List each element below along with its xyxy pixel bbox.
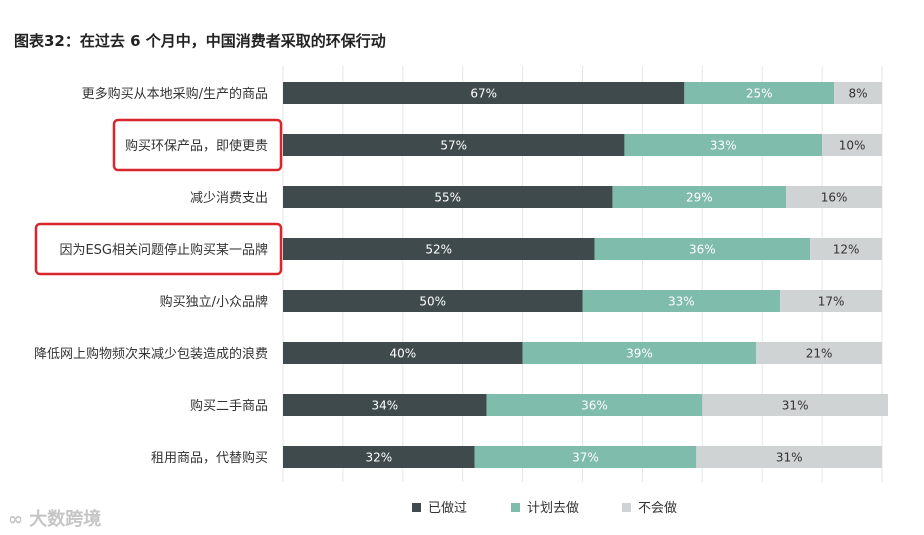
bar-segment bbox=[283, 342, 523, 364]
bar-segment bbox=[822, 134, 882, 156]
bar-segment bbox=[283, 446, 475, 468]
data-label: 37% bbox=[572, 451, 599, 465]
data-label: 34% bbox=[371, 399, 398, 413]
highlight-box bbox=[34, 222, 283, 276]
data-label: 67% bbox=[470, 87, 497, 101]
bar-row: 34% 36% 31% bbox=[283, 394, 888, 416]
bar-row: 55% 29% 16% bbox=[283, 186, 882, 208]
bar-segment bbox=[834, 82, 882, 104]
data-label: 32% bbox=[366, 451, 393, 465]
data-label: 17% bbox=[818, 295, 845, 309]
category-label: 降低网上购物频次来减少包装造成的浪费 bbox=[34, 346, 268, 362]
bar-segment bbox=[283, 186, 613, 208]
data-label: 55% bbox=[434, 191, 461, 205]
data-label: 12% bbox=[833, 243, 860, 257]
bar-segment bbox=[522, 342, 757, 364]
bar-segment bbox=[786, 186, 882, 208]
bar-segment bbox=[624, 134, 823, 156]
category-label: 因为ESG相关问题停止购买某一品牌 bbox=[59, 242, 268, 258]
bar-segment bbox=[612, 186, 787, 208]
bar-row: 32% 37% 31% bbox=[283, 446, 882, 468]
watermark-logo: ∞ 大数跨境 bbox=[8, 509, 102, 530]
bar-segment bbox=[810, 238, 882, 260]
bar-segment bbox=[702, 394, 888, 416]
data-label: 25% bbox=[746, 87, 773, 101]
data-label: 16% bbox=[821, 191, 848, 205]
data-label: 57% bbox=[440, 139, 467, 153]
data-label: 40% bbox=[389, 347, 416, 361]
legend-label: 已做过 bbox=[428, 501, 467, 516]
data-label: 29% bbox=[686, 191, 713, 205]
category-labels-layer: 更多购买从本地采购/生产的商品购买环保产品，即使更贵减少消费支出因为ESG相关问… bbox=[34, 86, 268, 466]
highlight-box bbox=[112, 118, 283, 172]
category-label: 更多购买从本地采购/生产的商品 bbox=[82, 86, 268, 102]
bar-segment bbox=[582, 290, 781, 312]
bars-layer: 67% 25% 8% 57% 33% 10% 55% 29% 16% 52% 36% 12% 50% 33… bbox=[283, 82, 888, 468]
bar-row: 67% 25% 8% bbox=[283, 82, 882, 104]
data-label: 31% bbox=[776, 451, 803, 465]
data-label: 36% bbox=[689, 243, 716, 257]
legend-label: 不会做 bbox=[638, 501, 677, 516]
bar-segment bbox=[780, 290, 882, 312]
bar-segment bbox=[486, 394, 703, 416]
data-label: 31% bbox=[782, 399, 809, 413]
bar-row: 52% 36% 12% bbox=[283, 238, 882, 260]
bar-segment bbox=[474, 446, 697, 468]
bar-segment bbox=[283, 290, 583, 312]
legend-swatch bbox=[622, 503, 631, 512]
bar-segment bbox=[283, 82, 685, 104]
bar-segment bbox=[696, 446, 882, 468]
data-label: 50% bbox=[419, 295, 446, 309]
data-label: 33% bbox=[668, 295, 695, 309]
legend-swatch bbox=[511, 503, 520, 512]
data-label: 33% bbox=[710, 139, 737, 153]
bar-row: 50% 33% 17% bbox=[283, 290, 882, 312]
bar-segment bbox=[756, 342, 882, 364]
data-label: 10% bbox=[839, 139, 866, 153]
bar-segment bbox=[594, 238, 811, 260]
highlight-layer bbox=[34, 118, 283, 276]
bar-row: 40% 39% 21% bbox=[283, 342, 882, 364]
bar-segment bbox=[283, 238, 595, 260]
data-label: 8% bbox=[849, 87, 868, 101]
data-label: 21% bbox=[806, 347, 833, 361]
legend: 已做过 计划去做 不会做 bbox=[412, 501, 677, 516]
category-label: 购买二手商品 bbox=[190, 398, 268, 414]
category-label: 减少消费支出 bbox=[190, 191, 268, 206]
legend-label: 计划去做 bbox=[527, 501, 579, 516]
category-label: 购买独立/小众品牌 bbox=[160, 294, 268, 310]
data-label: 52% bbox=[425, 243, 452, 257]
bar-segment bbox=[283, 134, 625, 156]
data-label: 36% bbox=[581, 399, 608, 413]
legend-swatch bbox=[412, 503, 421, 512]
category-label: 购买环保产品，即使更贵 bbox=[125, 138, 268, 154]
grid-layer bbox=[282, 66, 883, 482]
data-label: 39% bbox=[626, 347, 653, 361]
bar-segment bbox=[283, 394, 487, 416]
chart-title: 图表32：在过去 6 个月中，中国消费者采取的环保行动 bbox=[14, 32, 386, 50]
bar-segment bbox=[684, 82, 835, 104]
category-label: 租用商品，代替购买 bbox=[151, 450, 268, 466]
bar-row: 57% 33% 10% bbox=[283, 134, 882, 156]
